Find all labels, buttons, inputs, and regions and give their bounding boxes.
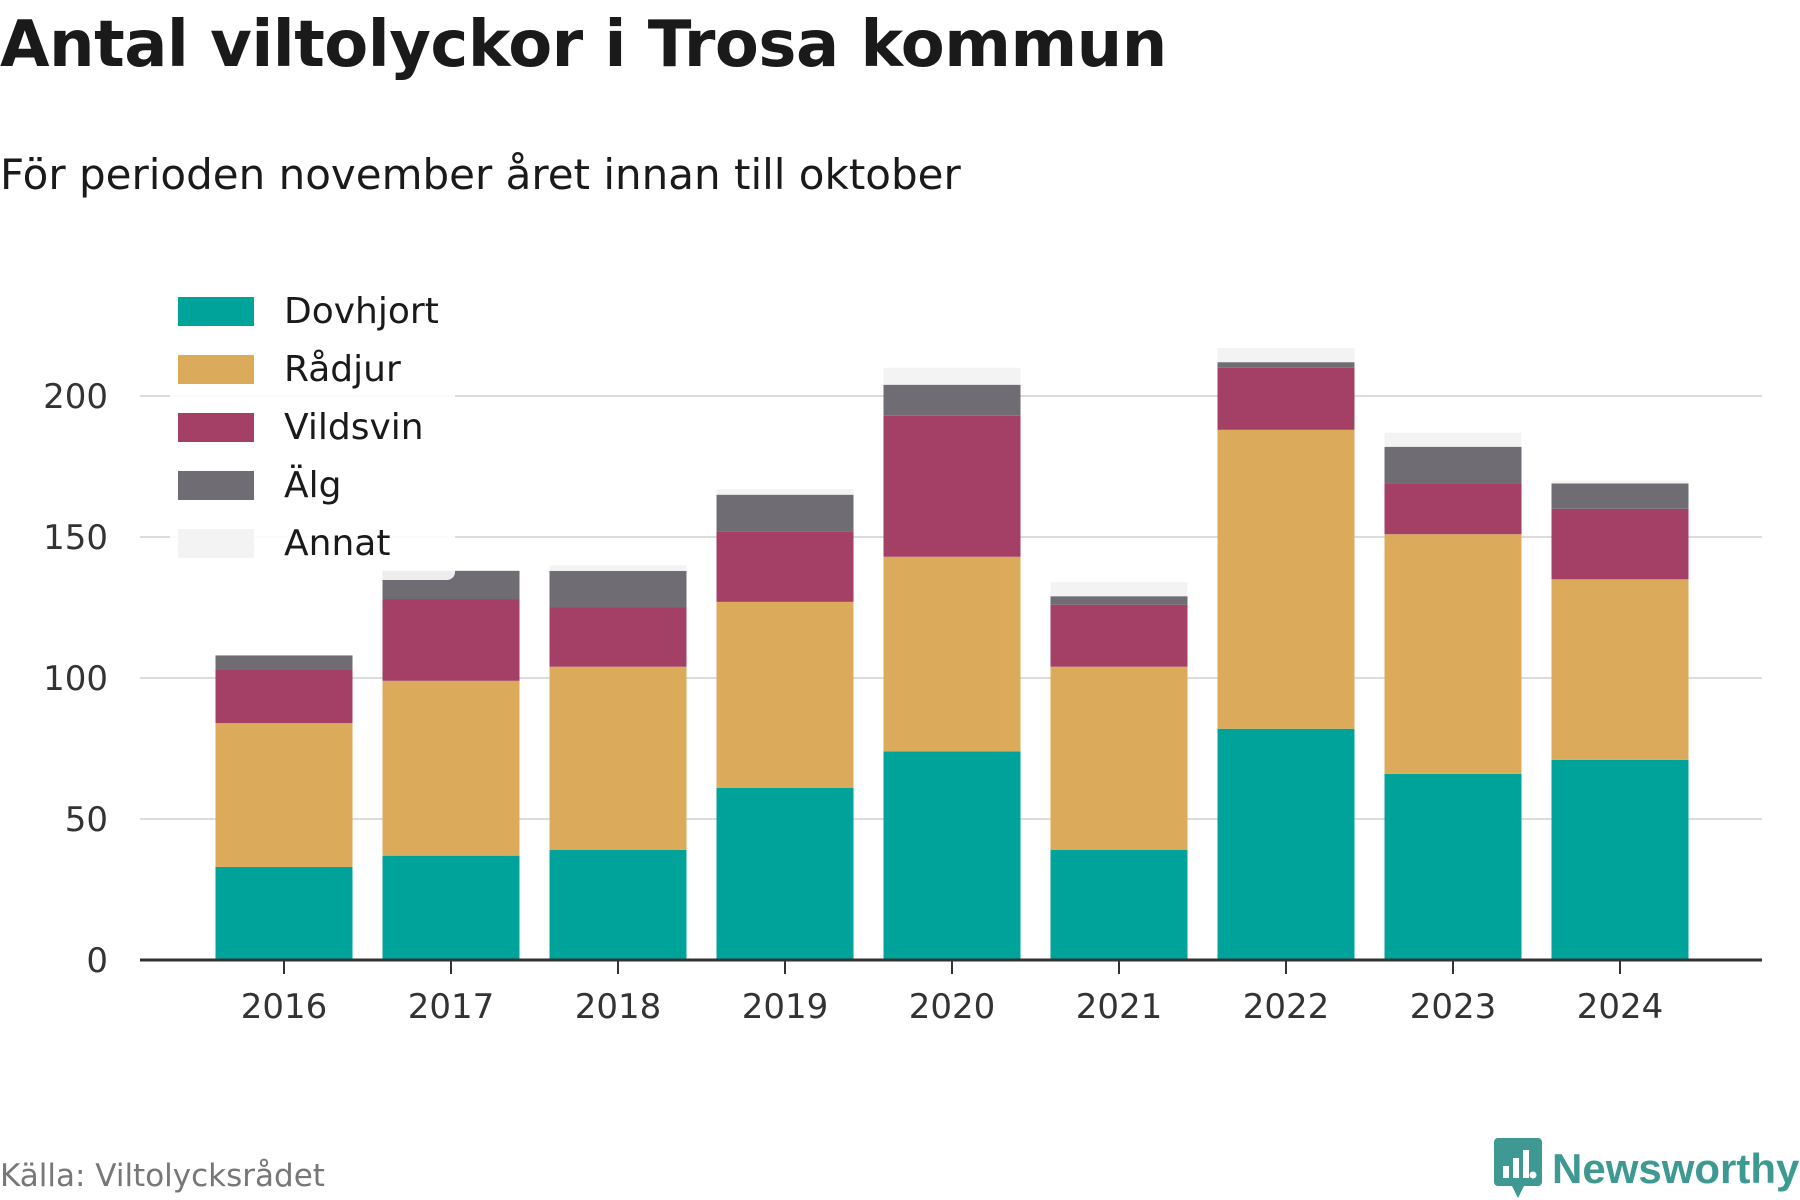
- bar-segment: [1551, 759, 1689, 960]
- bar-segment: [1551, 508, 1689, 580]
- bar-stack-2017: [382, 570, 520, 960]
- bar-segment: [716, 601, 854, 788]
- legend-label: Annat: [284, 522, 391, 564]
- bar-segment: [215, 669, 353, 724]
- bar-segment: [883, 415, 1021, 557]
- bar-segment: [1217, 429, 1355, 729]
- bar-segment: [883, 751, 1021, 960]
- bar-segment: [1551, 483, 1689, 509]
- legend-item: Rådjur: [178, 340, 439, 398]
- x-tick-label: 2024: [1577, 987, 1664, 1027]
- bar-segment: [716, 787, 854, 960]
- bar-segment: [215, 655, 353, 670]
- legend-label: Vildsvin: [284, 406, 424, 448]
- bar-stack-2019: [716, 489, 854, 960]
- legend-label: Rådjur: [284, 348, 401, 390]
- bar-segment: [1384, 446, 1522, 484]
- y-tick-label: 150: [43, 518, 108, 558]
- legend-label: Älg: [284, 464, 342, 506]
- bar-segment: [382, 599, 520, 681]
- chart-legend: Dovhjort Rådjur Vildsvin Älg Annat: [178, 282, 439, 572]
- bar-segment: [1384, 432, 1522, 447]
- bar-segment: [1384, 483, 1522, 535]
- x-tick-label: 2018: [575, 987, 662, 1027]
- bar-stack-2021: [1050, 582, 1188, 960]
- x-tick-label: 2022: [1243, 987, 1330, 1027]
- bar-segment: [549, 570, 687, 608]
- bar-segment: [215, 723, 353, 867]
- bar-segment: [1050, 596, 1188, 605]
- bar-segment: [549, 666, 687, 851]
- legend-swatch: [178, 528, 254, 558]
- source-note: Källa: Viltolycksrådet: [0, 1158, 325, 1194]
- x-tick-label: 2020: [909, 987, 996, 1027]
- bar-segment: [1384, 534, 1522, 774]
- x-tick-label: 2017: [408, 987, 495, 1027]
- bar-stack-2024: [1551, 480, 1689, 960]
- bar-segment: [1050, 666, 1188, 851]
- bar-segment: [716, 531, 854, 602]
- legend-swatch: [178, 296, 254, 326]
- bar-stack-2020: [883, 367, 1021, 960]
- bar-chart-badge-icon: [1494, 1138, 1542, 1198]
- bar-stack-2023: [1384, 432, 1522, 960]
- legend-item: Älg: [178, 456, 439, 514]
- chart-subtitle: För perioden november året innan till ok…: [0, 150, 961, 199]
- bar-segment: [1551, 579, 1689, 760]
- bar-segment: [883, 556, 1021, 752]
- legend-item: Annat: [178, 514, 439, 572]
- bar-segment: [1217, 728, 1355, 960]
- legend-label: Dovhjort: [284, 290, 439, 332]
- bar-segment: [1551, 480, 1689, 484]
- bar-segment: [883, 384, 1021, 416]
- legend-swatch: [178, 354, 254, 384]
- bar-stack-2016: [215, 655, 353, 960]
- y-tick-label: 100: [43, 659, 108, 699]
- bar-segment: [1384, 773, 1522, 960]
- bar-segment: [1050, 850, 1188, 960]
- bar-stack-2018: [549, 565, 687, 960]
- bar-segment: [716, 494, 854, 532]
- bar-segment: [1217, 367, 1355, 430]
- x-tick-label: 2016: [241, 987, 328, 1027]
- bar-stack-2022: [1217, 348, 1355, 960]
- bar-segment: [716, 489, 854, 495]
- bar-stacks: [215, 348, 1689, 960]
- bar-segment: [549, 565, 687, 571]
- bar-segment: [382, 680, 520, 856]
- x-axis-ticks: 2016 2017 2018 2019 2020 2021 2022 2023 2024: [241, 960, 1664, 1027]
- legend-item: Vildsvin: [178, 398, 439, 456]
- brand-name: Newsworthy: [1552, 1145, 1800, 1192]
- bar-segment: [215, 866, 353, 960]
- bar-segment: [382, 855, 520, 960]
- y-axis-ticks: 0 50 100 150 200: [43, 377, 108, 981]
- brand-logo: Newsworthy: [1494, 1138, 1799, 1200]
- bar-segment: [1217, 348, 1355, 363]
- legend-swatch: [178, 412, 254, 442]
- chart-title: Antal viltolyckor i Trosa kommun: [0, 8, 1167, 82]
- y-tick-label: 50: [65, 800, 108, 840]
- legend-item: Dovhjort: [178, 282, 439, 340]
- bar-segment: [549, 607, 687, 667]
- bar-segment: [549, 850, 687, 960]
- y-tick-label: 0: [86, 941, 108, 981]
- bar-segment: [1050, 604, 1188, 667]
- x-tick-label: 2021: [1076, 987, 1163, 1027]
- bar-segment: [883, 367, 1021, 385]
- bar-segment: [1217, 362, 1355, 368]
- x-tick-label: 2019: [742, 987, 829, 1027]
- x-tick-label: 2023: [1410, 987, 1497, 1027]
- bar-segment: [1050, 582, 1188, 597]
- legend-swatch: [178, 470, 254, 500]
- y-tick-label: 200: [43, 377, 108, 417]
